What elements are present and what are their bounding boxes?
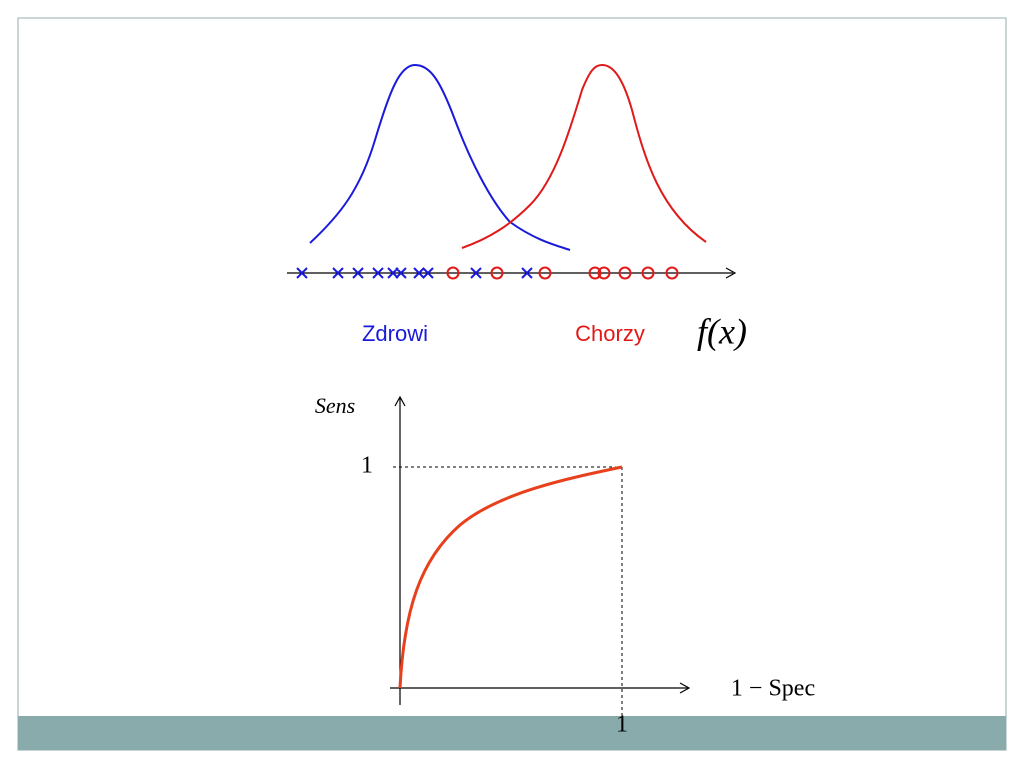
footer-bar <box>18 716 1006 750</box>
slide-frame <box>17 17 1007 751</box>
y-axis-label: Sens <box>315 393 355 418</box>
arrow-head <box>725 267 737 279</box>
function-label: f(x) <box>697 311 747 351</box>
arrow-head <box>679 682 691 694</box>
x-tick-label: 1 <box>616 712 628 738</box>
healthy-label: Zdrowi <box>362 321 428 346</box>
x-axis-label: 1 − Spec <box>731 676 815 702</box>
sick-label: Chorzy <box>575 321 645 346</box>
y-tick-label: 1 <box>361 453 373 479</box>
sick-curve <box>461 63 707 249</box>
roc-curve <box>398 465 623 689</box>
healthy-crosses <box>296 267 533 279</box>
arrow-head <box>394 395 406 407</box>
sick-circles <box>446 266 679 280</box>
